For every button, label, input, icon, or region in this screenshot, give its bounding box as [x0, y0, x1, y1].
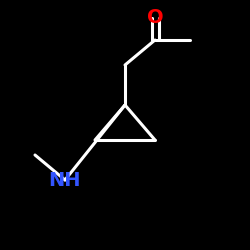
- Text: NH: NH: [49, 170, 81, 190]
- Text: O: O: [147, 8, 163, 27]
